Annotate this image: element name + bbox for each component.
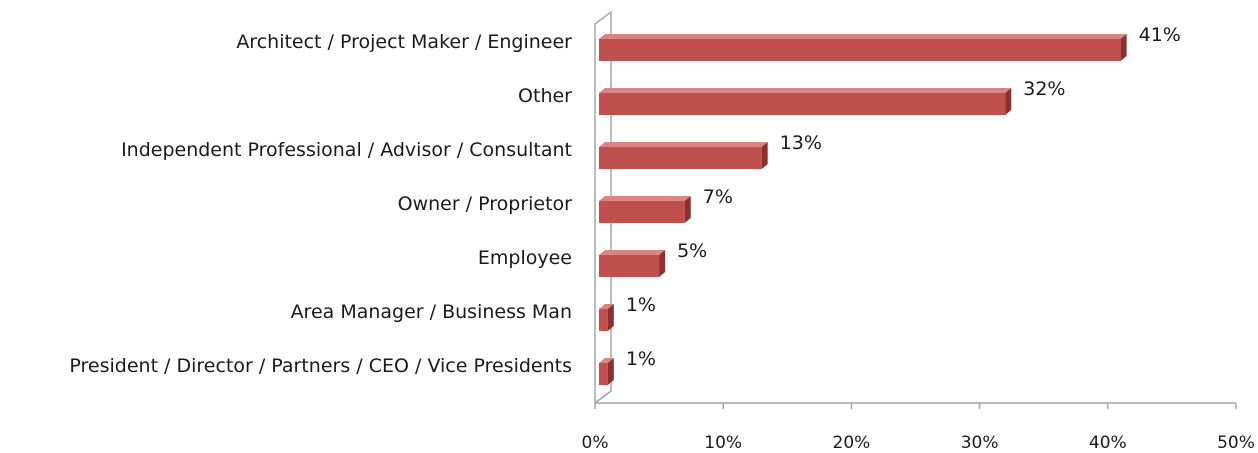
- bar: [599, 39, 1121, 61]
- bar-side-face: [607, 358, 614, 385]
- bar-side-face: [1120, 34, 1127, 61]
- bar-side-face: [684, 196, 691, 223]
- bar-top-face: [599, 250, 666, 255]
- bar-side-face: [607, 304, 614, 331]
- x-tick-label: 30%: [961, 433, 999, 453]
- bar: [599, 147, 762, 169]
- data-label: 1%: [626, 348, 656, 370]
- bar-side-face: [761, 142, 768, 169]
- x-tick-label: 50%: [1217, 433, 1255, 453]
- data-label: 1%: [626, 294, 656, 316]
- x-tick-label: 10%: [704, 433, 742, 453]
- bar-top-face: [599, 88, 1012, 93]
- category-label: Other: [518, 85, 572, 107]
- bar: [599, 201, 685, 223]
- category-label: Independent Professional / Advisor / Con…: [121, 139, 572, 161]
- bar-side-face: [659, 250, 666, 277]
- data-label: 5%: [677, 240, 707, 262]
- bar-side-face: [1005, 88, 1012, 115]
- bar-top-face: [599, 142, 768, 147]
- category-label: President / Director / Partners / CEO / …: [69, 355, 572, 377]
- x-tick-label: 20%: [833, 433, 871, 453]
- x-tick-label: 0%: [582, 433, 609, 453]
- data-label: 13%: [780, 132, 822, 154]
- data-label: 32%: [1023, 78, 1065, 100]
- data-label: 41%: [1139, 24, 1181, 46]
- bar-top-face: [599, 358, 614, 363]
- bar-top-face: [599, 196, 691, 201]
- bar-top-face: [599, 34, 1127, 39]
- x-tick-label: 40%: [1089, 433, 1127, 453]
- category-label: Architect / Project Maker / Engineer: [236, 31, 572, 53]
- bar: [599, 309, 608, 331]
- x-axis-depth-line: [594, 390, 612, 404]
- data-label: 7%: [703, 186, 733, 208]
- category-label: Area Manager / Business Man: [291, 301, 572, 323]
- category-label: Employee: [478, 247, 572, 269]
- bar: [599, 363, 608, 385]
- bar: [599, 255, 660, 277]
- bar: [599, 93, 1006, 115]
- bar-top-face: [599, 304, 614, 309]
- category-label: Owner / Proprietor: [398, 193, 573, 215]
